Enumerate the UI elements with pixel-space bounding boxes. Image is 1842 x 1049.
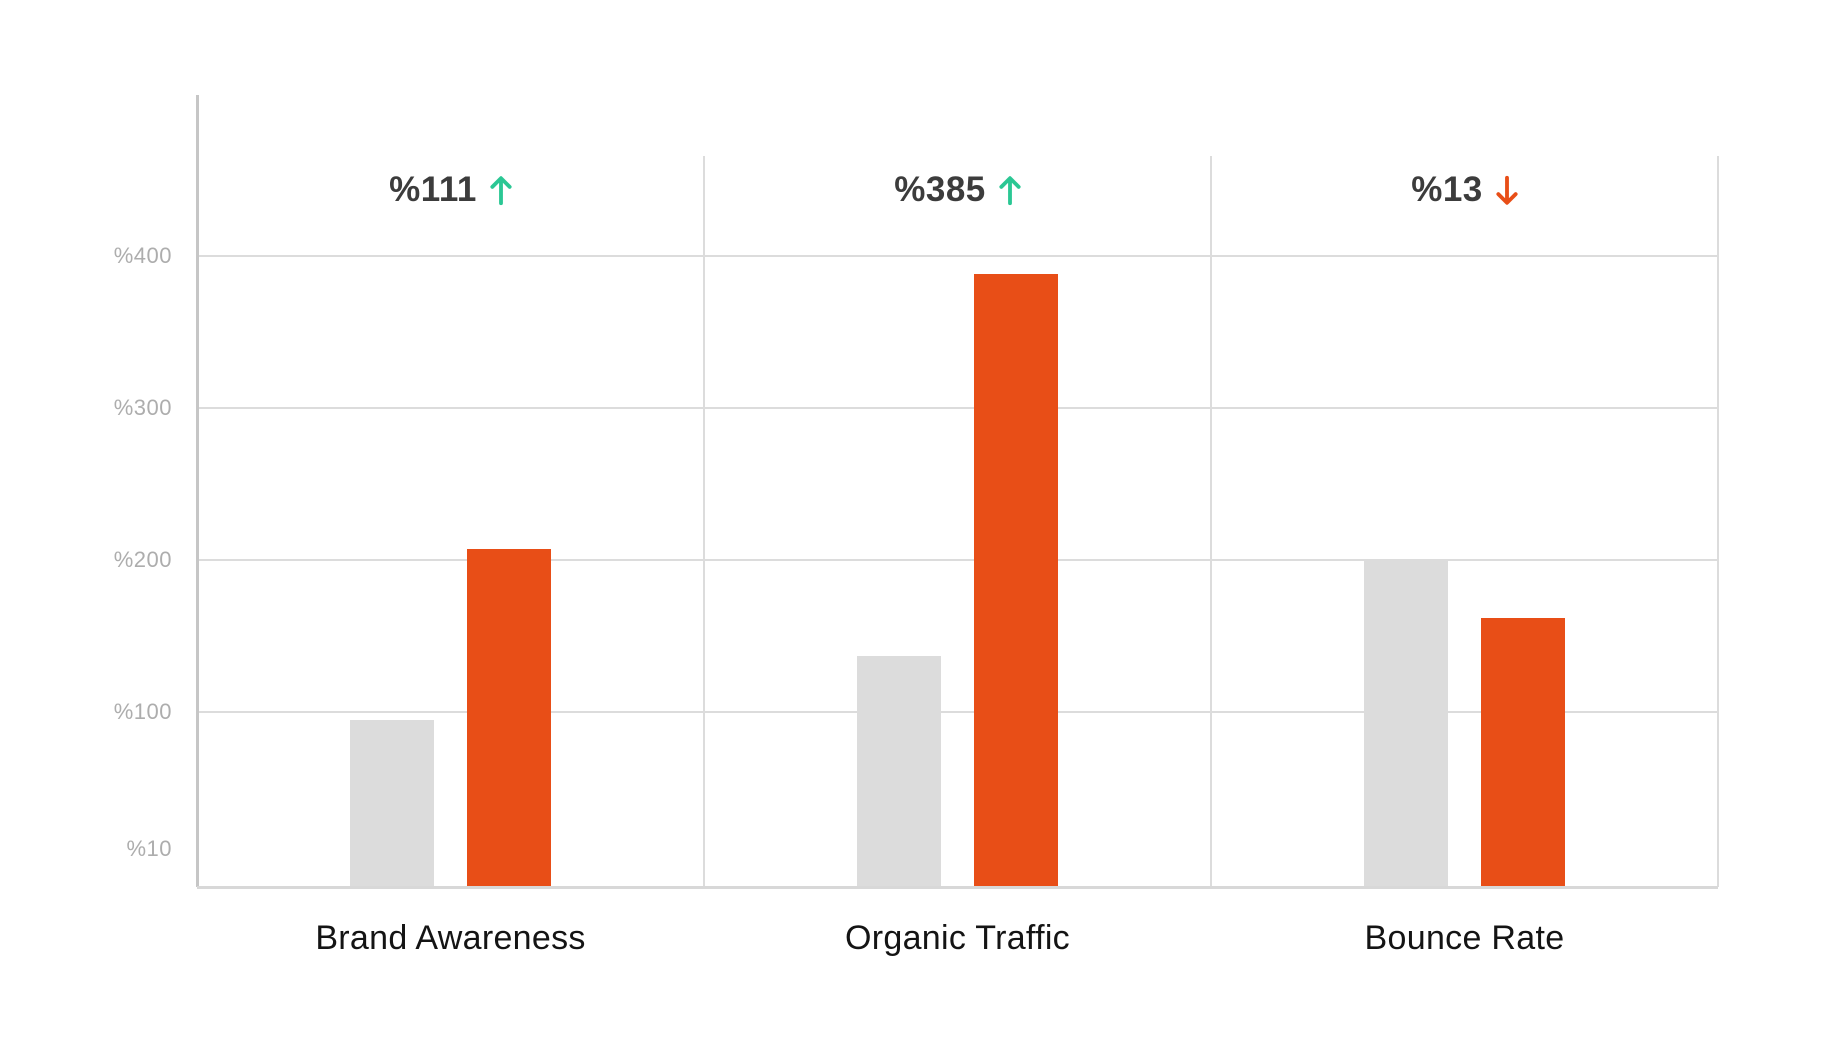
y-tick-label: %10 [126, 835, 172, 861]
trend-down-icon [1496, 175, 1518, 206]
bar-before-3 [1364, 560, 1448, 887]
x-axis-line [197, 886, 1718, 889]
y-tick-label: %400 [113, 243, 172, 268]
trend-up-icon [999, 175, 1021, 206]
change-annotation-1: %111 [197, 165, 704, 215]
y-tick-label: %100 [113, 699, 172, 724]
change-value: %13 [1411, 170, 1483, 209]
change-value: %385 [894, 170, 986, 209]
y-tick-label: %300 [113, 395, 172, 420]
plot-right-border [1717, 156, 1719, 887]
gridline-300 [197, 407, 1718, 409]
gridline-200 [197, 559, 1718, 561]
gridline-400 [197, 255, 1718, 257]
gridline-100 [197, 711, 1718, 713]
change-annotation-2: %385 [704, 165, 1211, 215]
panel-divider [1210, 156, 1212, 887]
y-axis-line [195, 95, 199, 887]
bar-before-1 [350, 719, 434, 887]
bar-before-2 [857, 655, 941, 887]
change-annotation-3: %13 [1211, 165, 1718, 215]
y-tick-label: %200 [113, 547, 172, 572]
category-label-3: Bounce Rate [1364, 919, 1565, 957]
trend-up-icon [490, 175, 512, 206]
category-label-1: Brand Awareness [315, 919, 586, 957]
category-label-2: Organic Traffic [845, 919, 1070, 957]
bar-after-3 [1481, 617, 1565, 887]
panel-divider [703, 156, 705, 887]
bar-after-2 [974, 274, 1058, 887]
bar-after-1 [467, 549, 551, 887]
change-value: %111 [389, 170, 477, 209]
